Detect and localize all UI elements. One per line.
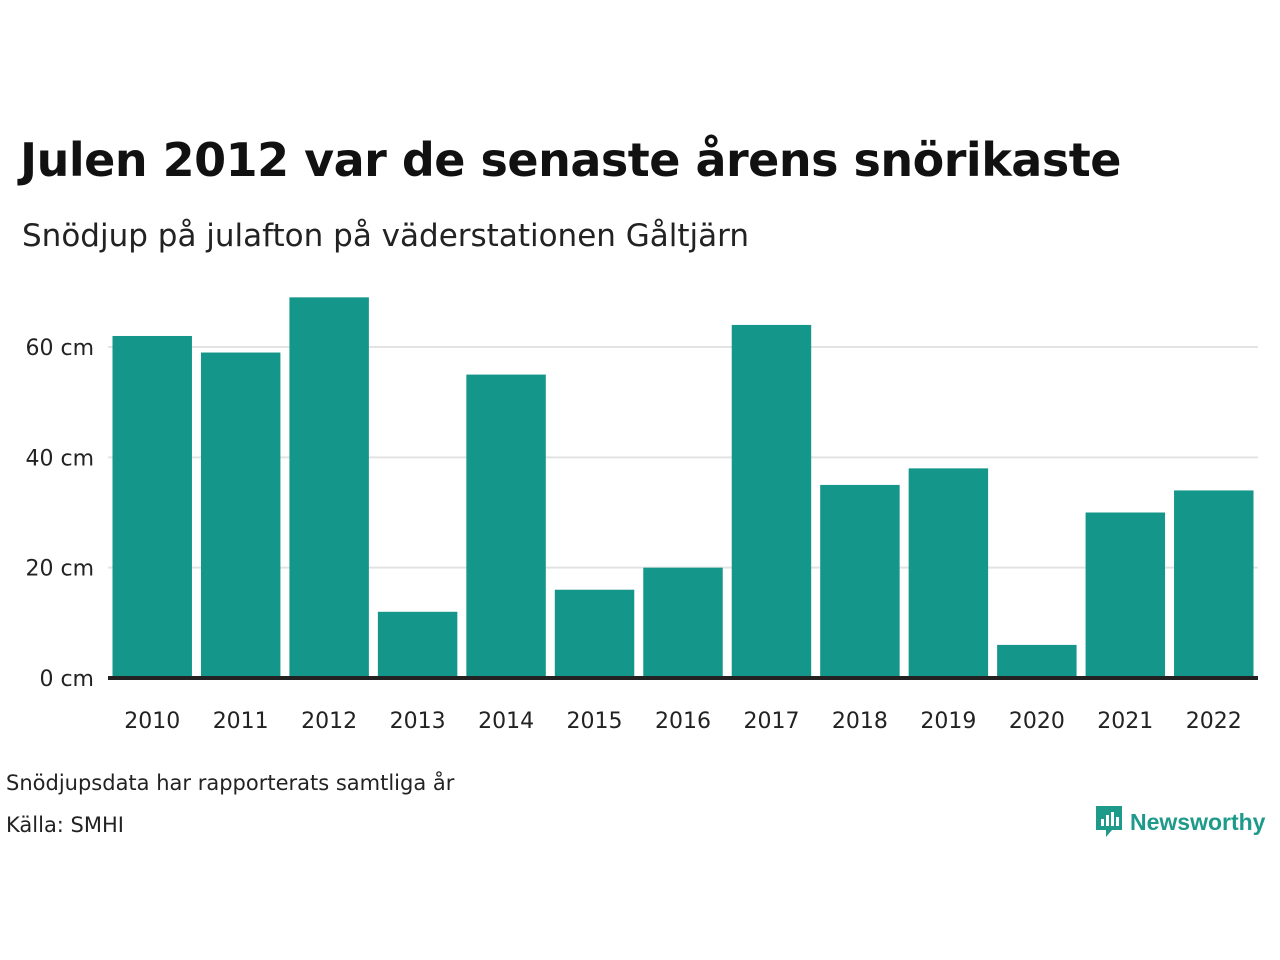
bar-2010[interactable] — [112, 335, 192, 678]
bar-2019[interactable] — [908, 468, 989, 678]
y-axis-tick-labels: 0 cm 20 cm 40 cm 60 cm — [25, 336, 94, 692]
bars — [112, 297, 1254, 679]
bar-2021[interactable] — [1085, 512, 1166, 679]
y-tick-label: 60 cm — [25, 336, 94, 361]
x-tick-label: 2019 — [920, 709, 976, 734]
footnote: Snödjupsdata har rapporterats samtliga å… — [6, 771, 455, 795]
x-tick-label: 2015 — [567, 709, 623, 734]
brand-name: Newsworthy — [1130, 808, 1266, 835]
newsworthy-logo-icon — [1096, 806, 1122, 837]
bar-2014[interactable] — [466, 374, 546, 678]
x-tick-label: 2010 — [124, 709, 180, 734]
y-tick-label: 0 cm — [39, 667, 94, 692]
bar-2017[interactable] — [731, 324, 812, 678]
bar-2012[interactable] — [289, 297, 369, 678]
gridlines — [108, 346, 1258, 569]
x-tick-label: 2020 — [1009, 709, 1065, 734]
bar-2011[interactable] — [200, 352, 281, 678]
x-axis-tick-labels: 2010 2011 2012 2013 2014 2015 2016 2017 2018 2019… — [124, 709, 1242, 734]
bar-chart: 0 cm 20 cm 40 cm 60 cm 2010 2011 2012 2013 2014… — [25, 297, 1258, 734]
chart-subtitle: Snödjup på julafton på väderstationen Gå… — [22, 218, 750, 254]
newsworthy-logo[interactable]: Newsworthy — [1094, 804, 1265, 840]
x-tick-label: 2013 — [390, 709, 446, 734]
x-tick-label: 2011 — [213, 709, 269, 734]
x-tick-label: 2021 — [1097, 709, 1153, 734]
x-tick-label: 2022 — [1186, 709, 1242, 734]
x-tick-label: 2017 — [743, 709, 799, 734]
bar-2018[interactable] — [820, 484, 900, 678]
x-tick-label: 2018 — [832, 709, 888, 734]
x-tick-label: 2016 — [655, 709, 711, 734]
x-tick-label: 2012 — [301, 709, 357, 734]
bar-2016[interactable] — [643, 567, 723, 678]
bar-2020[interactable] — [997, 644, 1077, 678]
y-tick-label: 40 cm — [25, 446, 94, 471]
bar-2013[interactable] — [377, 611, 458, 678]
x-tick-label: 2014 — [478, 709, 534, 734]
bar-2015[interactable] — [554, 589, 635, 678]
source-credit: Källa: SMHI — [6, 813, 124, 837]
bar-2022[interactable] — [1174, 490, 1254, 678]
chart-title: Julen 2012 var de senaste årens snörikas… — [20, 133, 1121, 187]
y-tick-label: 20 cm — [25, 557, 94, 582]
